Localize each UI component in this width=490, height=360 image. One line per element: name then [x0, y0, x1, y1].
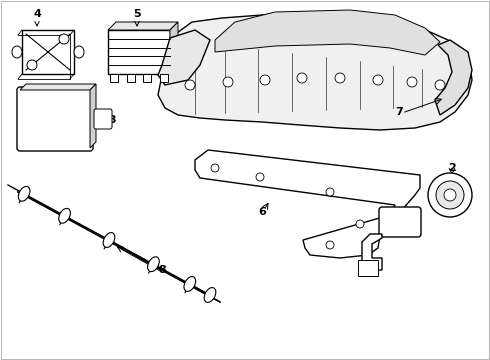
Circle shape [444, 189, 456, 201]
Polygon shape [90, 84, 96, 148]
Polygon shape [170, 22, 178, 74]
Polygon shape [195, 150, 420, 258]
Text: 6: 6 [258, 207, 266, 217]
FancyBboxPatch shape [94, 109, 112, 129]
Ellipse shape [12, 46, 22, 58]
Circle shape [297, 73, 307, 83]
Circle shape [356, 220, 364, 228]
Circle shape [326, 241, 334, 249]
Bar [358, 260, 378, 276]
Text: 3: 3 [108, 115, 116, 125]
Text: 5: 5 [133, 9, 141, 26]
Bar [110, 74, 118, 82]
Polygon shape [435, 40, 472, 115]
Circle shape [373, 75, 383, 85]
Polygon shape [215, 10, 440, 55]
Circle shape [435, 80, 445, 90]
Bar [144, 74, 151, 82]
Bar [127, 74, 135, 82]
Ellipse shape [74, 46, 84, 58]
Circle shape [256, 173, 264, 181]
Bar [108, 30, 170, 74]
Ellipse shape [59, 208, 71, 223]
Circle shape [326, 188, 334, 196]
Text: 7: 7 [395, 107, 403, 117]
Circle shape [436, 181, 464, 209]
Circle shape [59, 34, 69, 44]
Text: 2: 2 [448, 163, 456, 173]
Ellipse shape [18, 186, 30, 201]
Bar [22, 30, 74, 74]
Circle shape [185, 80, 195, 90]
FancyBboxPatch shape [379, 207, 421, 237]
Circle shape [211, 164, 219, 172]
Circle shape [428, 173, 472, 217]
Circle shape [223, 77, 233, 87]
Ellipse shape [103, 233, 115, 247]
FancyBboxPatch shape [17, 87, 93, 151]
Circle shape [335, 73, 345, 83]
Ellipse shape [147, 257, 159, 272]
Circle shape [407, 77, 417, 87]
Circle shape [27, 60, 37, 70]
Text: 8: 8 [158, 265, 166, 275]
Text: 1: 1 [377, 219, 385, 229]
Polygon shape [158, 30, 210, 85]
Ellipse shape [184, 276, 196, 292]
Polygon shape [20, 84, 96, 90]
Ellipse shape [204, 288, 216, 302]
Bar [160, 74, 168, 82]
Polygon shape [158, 12, 472, 130]
Text: 4: 4 [33, 9, 41, 26]
Polygon shape [362, 234, 382, 270]
Polygon shape [108, 22, 178, 30]
Circle shape [260, 75, 270, 85]
